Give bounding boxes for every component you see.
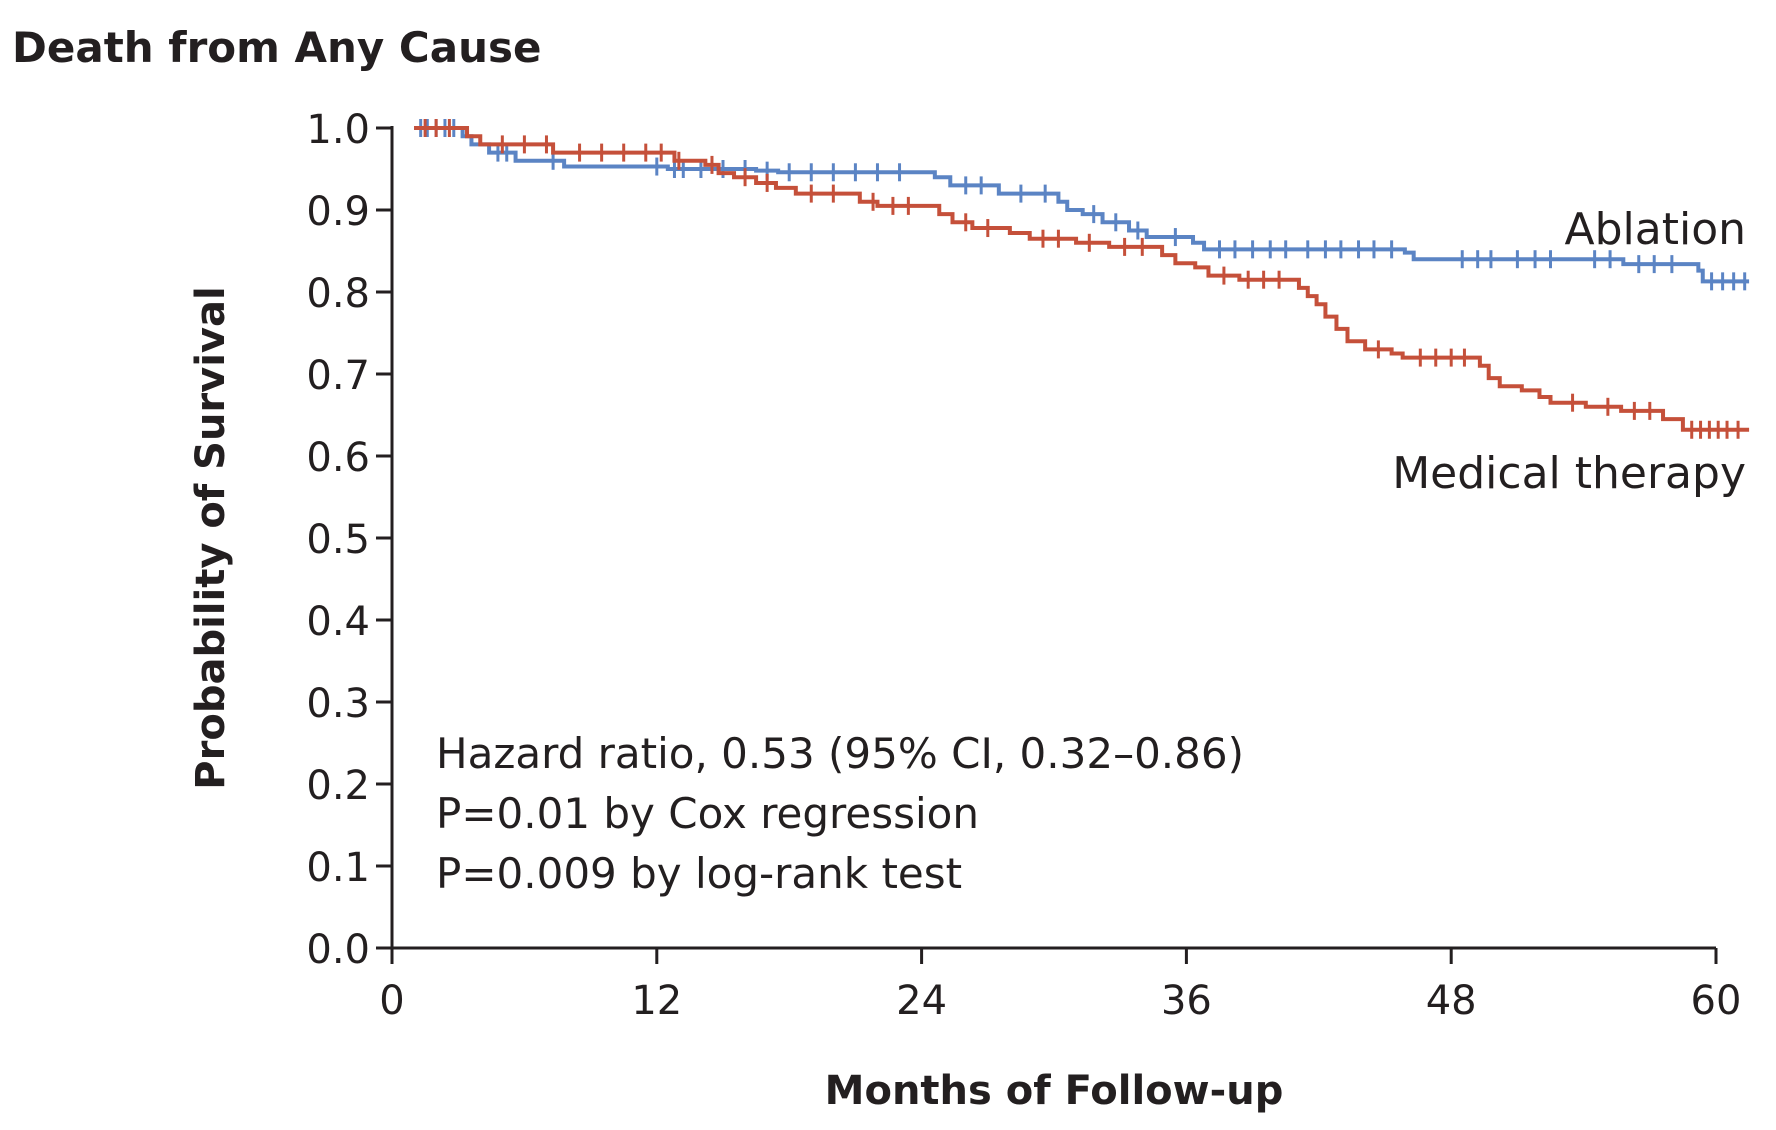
series-medical-therapy: [414, 119, 1750, 439]
chart-title: Death from Any Cause: [12, 23, 541, 72]
y-tick-label: 0.3: [306, 681, 370, 727]
y-tick-label: 0.5: [306, 517, 370, 563]
y-axis-label: Probability of Survival: [188, 286, 234, 789]
x-tick-label: 60: [1691, 978, 1742, 1024]
x-tick-label: 12: [631, 978, 682, 1024]
series-label: Medical therapy: [1392, 448, 1746, 499]
axes: 0.0 0.1 0.2 0.3 0.4 0.5 0.6 0.7 0.8 0.9 1.0 0 12 24 36…: [306, 107, 1741, 1024]
y-tick-label: 0.7: [306, 353, 370, 399]
y-tick-label: 0.1: [306, 845, 370, 891]
series-label: Ablation: [1565, 204, 1747, 255]
annotation-line: P=0.009 by log-rank test: [436, 849, 962, 898]
y-tick-label: 0.9: [306, 189, 370, 235]
x-tick-label: 48: [1426, 978, 1477, 1024]
annotation-line: P=0.01 by Cox regression: [436, 789, 979, 838]
y-tick-label: 0.8: [306, 271, 370, 317]
annotations: Hazard ratio, 0.53 (95% CI, 0.32–0.86) P=…: [436, 729, 1244, 898]
series-labels: Ablation Medical therapy: [1392, 204, 1746, 499]
series-layer: [414, 119, 1750, 439]
series-ablation: [414, 119, 1750, 291]
series-line-ablation: [414, 126, 1750, 284]
y-tick-label: 0.2: [306, 763, 370, 809]
x-tick-label: 24: [896, 978, 947, 1024]
annotation-line: Hazard ratio, 0.53 (95% CI, 0.32–0.86): [436, 729, 1244, 778]
series-line-medical-therapy: [414, 126, 1750, 432]
y-tick-label: 0.6: [306, 435, 370, 481]
y-tick-label: 0.4: [306, 599, 370, 645]
x-tick-label: 36: [1161, 978, 1212, 1024]
x-tick-label: 0: [379, 978, 404, 1024]
y-tick-label: 1.0: [306, 107, 370, 153]
x-axis-label: Months of Follow-up: [825, 1068, 1284, 1114]
y-tick-label: 0.0: [306, 927, 370, 973]
